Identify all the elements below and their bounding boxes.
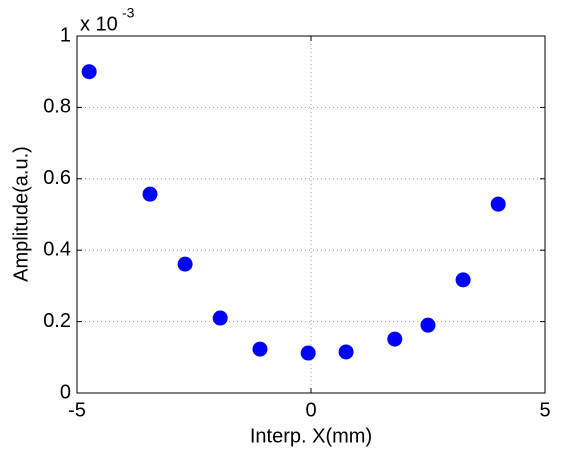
point [455,272,471,288]
y-exponent-power: -3 [122,5,135,21]
point [338,344,354,360]
plot-frame [76,35,546,394]
point [300,345,316,361]
y-tick-label: 0 [60,381,71,403]
x-axis-label: Interp. X(mm) [250,425,372,447]
y-tick-label: 0.4 [43,238,71,260]
point [387,331,403,347]
point [420,317,436,333]
point [177,256,193,272]
point [212,310,228,326]
y-tick-label: 0.8 [43,96,71,118]
x-tick-label: -5 [68,399,86,421]
x-tick-label: 5 [539,399,550,421]
point [252,341,268,357]
point [142,186,158,202]
point [490,196,506,212]
y-axis-label: Amplitude(a.u.) [10,146,32,282]
y-tick-label: 0.6 [43,167,71,189]
point [81,64,97,80]
y-tick-label: 1 [60,24,71,46]
y-exponent: x 10 [80,13,118,35]
x-tick-label: 0 [305,399,316,421]
y-tick-label: 0.2 [43,310,71,332]
